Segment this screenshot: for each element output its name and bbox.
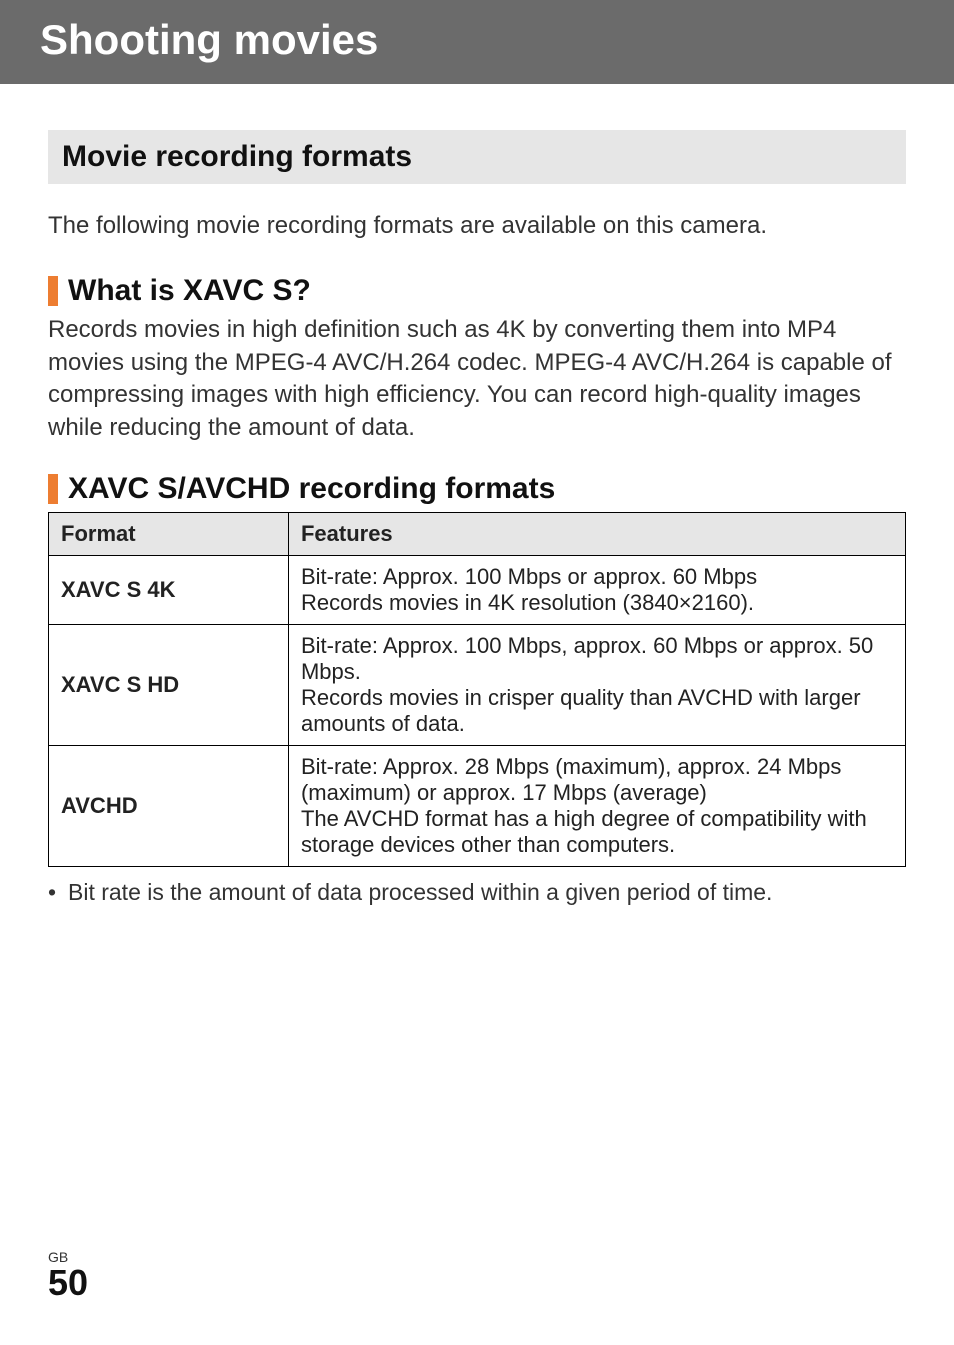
content-area: Movie recording formats The following mo… (0, 84, 954, 908)
table-cell-features: Bit-rate: Approx. 100 Mbps or approx. 60… (288, 555, 905, 624)
bitrate-note: Bit rate is the amount of data processed… (48, 877, 906, 908)
subhead-row-what-is-xavcs: What is XAVC S? (48, 274, 906, 308)
table-row: AVCHD Bit-rate: Approx. 28 Mbps (maximum… (49, 745, 906, 866)
table-cell-features: Bit-rate: Approx. 28 Mbps (maximum), app… (288, 745, 905, 866)
table-cell-features: Bit-rate: Approx. 100 Mbps, approx. 60 M… (288, 624, 905, 745)
table-header-features: Features (288, 512, 905, 555)
section-heading-box: Movie recording formats (48, 130, 906, 184)
chapter-title: Shooting movies (40, 16, 378, 63)
page-footer: GB 50 (48, 1249, 88, 1301)
table-cell-format: AVCHD (49, 745, 289, 866)
table-row: XAVC S 4K Bit-rate: Approx. 100 Mbps or … (49, 555, 906, 624)
accent-bar-icon (48, 276, 58, 306)
subhead-recording-formats: XAVC S/AVCHD recording formats (68, 472, 555, 506)
chapter-header: Shooting movies (0, 0, 954, 84)
intro-text: The following movie recording formats ar… (48, 210, 906, 242)
subhead-row-recording-formats: XAVC S/AVCHD recording formats (48, 472, 906, 506)
accent-bar-icon (48, 474, 58, 504)
table-cell-format: XAVC S HD (49, 624, 289, 745)
body-what-is-xavcs: Records movies in high definition such a… (48, 314, 906, 444)
table-header-format: Format (49, 512, 289, 555)
page-number: 50 (48, 1262, 88, 1303)
table-row: XAVC S HD Bit-rate: Approx. 100 Mbps, ap… (49, 624, 906, 745)
subhead-what-is-xavcs: What is XAVC S? (68, 274, 311, 308)
section-heading: Movie recording formats (62, 140, 892, 174)
table-cell-format: XAVC S 4K (49, 555, 289, 624)
page-root: Shooting movies Movie recording formats … (0, 0, 954, 1345)
table-header-row: Format Features (49, 512, 906, 555)
formats-table: Format Features XAVC S 4K Bit-rate: Appr… (48, 512, 906, 867)
